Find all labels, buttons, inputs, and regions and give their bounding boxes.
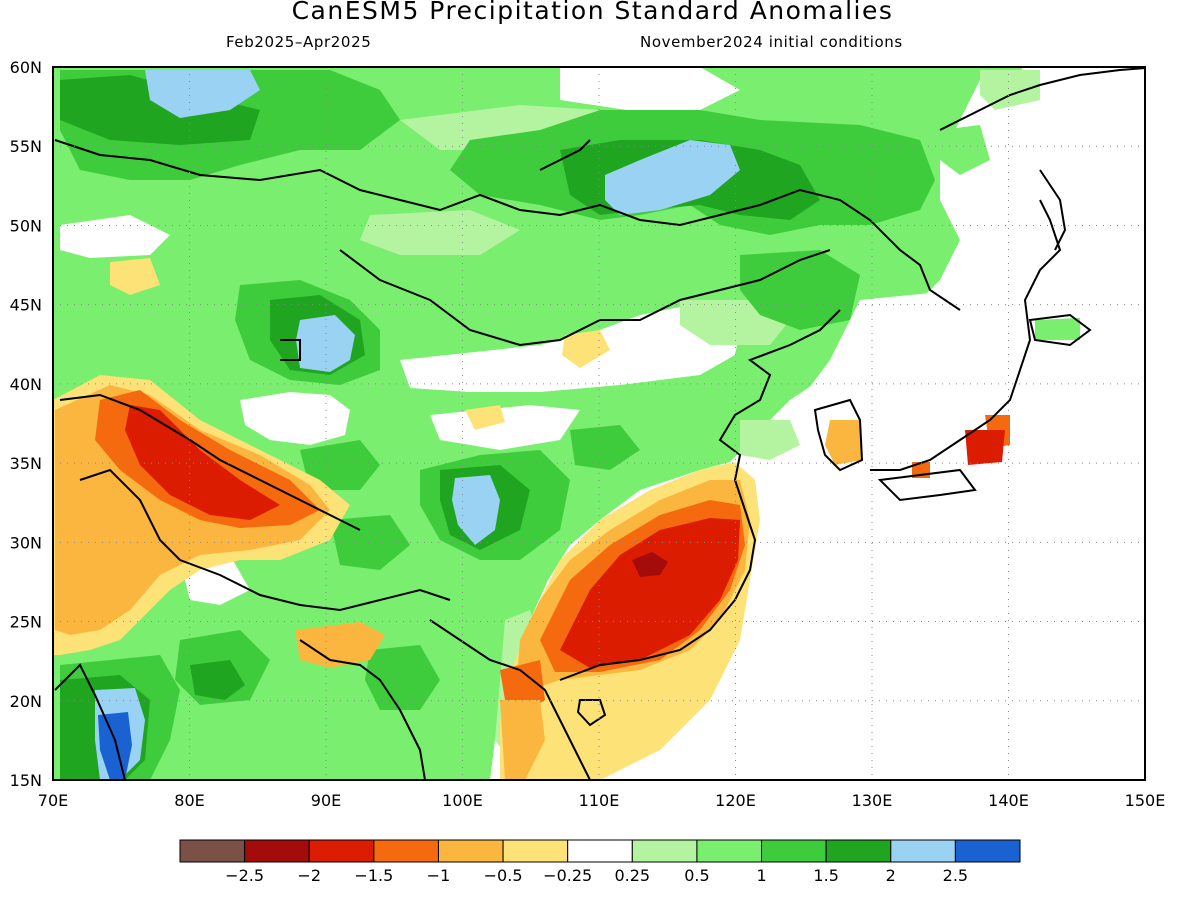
forecast-period: Feb2025–Apr2025 — [226, 33, 372, 51]
legend-label: −0.5 — [484, 866, 523, 885]
initial-conditions-label: November2024 initial conditions — [640, 33, 903, 51]
legend-swatch — [373, 839, 439, 863]
lat-label-50N: 50N — [10, 216, 42, 235]
lat-label-15N: 15N — [10, 771, 42, 790]
colorbar-legend: −2.5 −2 −1.5 −1 −0.5 −0.25 0.25 0.5 1 1.5 2 2.5 — [179, 839, 1021, 885]
legend-label: −1 — [427, 866, 451, 885]
lon-label-150E: 150E — [1125, 791, 1166, 810]
lat-label-25N: 25N — [10, 613, 42, 632]
map-frame — [52, 66, 1146, 781]
lon-label-110E: 110E — [579, 791, 620, 810]
legend-swatch — [244, 839, 310, 863]
lat-label-40N: 40N — [10, 375, 42, 394]
map-title: CanESM5 Precipitation Standard Anomalies — [291, 0, 894, 25]
legend-label: 0.5 — [684, 866, 709, 885]
graticule — [53, 67, 1145, 780]
legend-label: −0.25 — [543, 866, 592, 885]
legend-swatch — [890, 839, 956, 863]
legend-swatch — [954, 839, 1021, 863]
legend-swatch — [761, 839, 827, 863]
legend-label: 1.5 — [813, 866, 838, 885]
anomaly-field — [53, 67, 1145, 780]
lat-label-55N: 55N — [10, 137, 42, 156]
lon-label-130E: 130E — [852, 791, 893, 810]
lat-label-45N: 45N — [10, 296, 42, 315]
lon-label-70E: 70E — [38, 791, 68, 810]
legend-swatch — [502, 839, 569, 863]
legend-label: −2.5 — [225, 866, 264, 885]
legend-swatch — [567, 839, 633, 863]
longitude-labels: 70E 80E 90E 100E 110E 120E 130E 140E 150E — [38, 791, 1166, 810]
legend-swatch — [437, 839, 504, 863]
legend-swatch — [825, 839, 892, 863]
legend-swatch — [631, 839, 698, 863]
lon-label-120E: 120E — [715, 791, 756, 810]
legend-label: 1 — [756, 866, 766, 885]
legend-label: 2.5 — [943, 866, 968, 885]
lon-label-100E: 100E — [442, 791, 483, 810]
legend-swatch — [308, 839, 375, 863]
lat-label-35N: 35N — [10, 454, 42, 473]
latitude-labels: 15N 20N 25N 30N 35N 40N 45N 50N 55N 60N — [10, 58, 42, 790]
lon-label-140E: 140E — [988, 791, 1029, 810]
coastlines-and-borders — [54, 67, 1145, 780]
legend-swatch — [696, 839, 763, 863]
lat-label-30N: 30N — [10, 533, 42, 552]
legend-label: 2 — [886, 866, 896, 885]
lat-label-20N: 20N — [10, 692, 42, 711]
legend-label: 0.25 — [614, 866, 650, 885]
lon-label-80E: 80E — [174, 791, 204, 810]
legend-label: −1.5 — [354, 866, 393, 885]
legend-label: −2 — [297, 866, 321, 885]
lat-label-60N: 60N — [10, 58, 42, 77]
legend-swatch — [179, 839, 246, 863]
lon-label-90E: 90E — [311, 791, 341, 810]
